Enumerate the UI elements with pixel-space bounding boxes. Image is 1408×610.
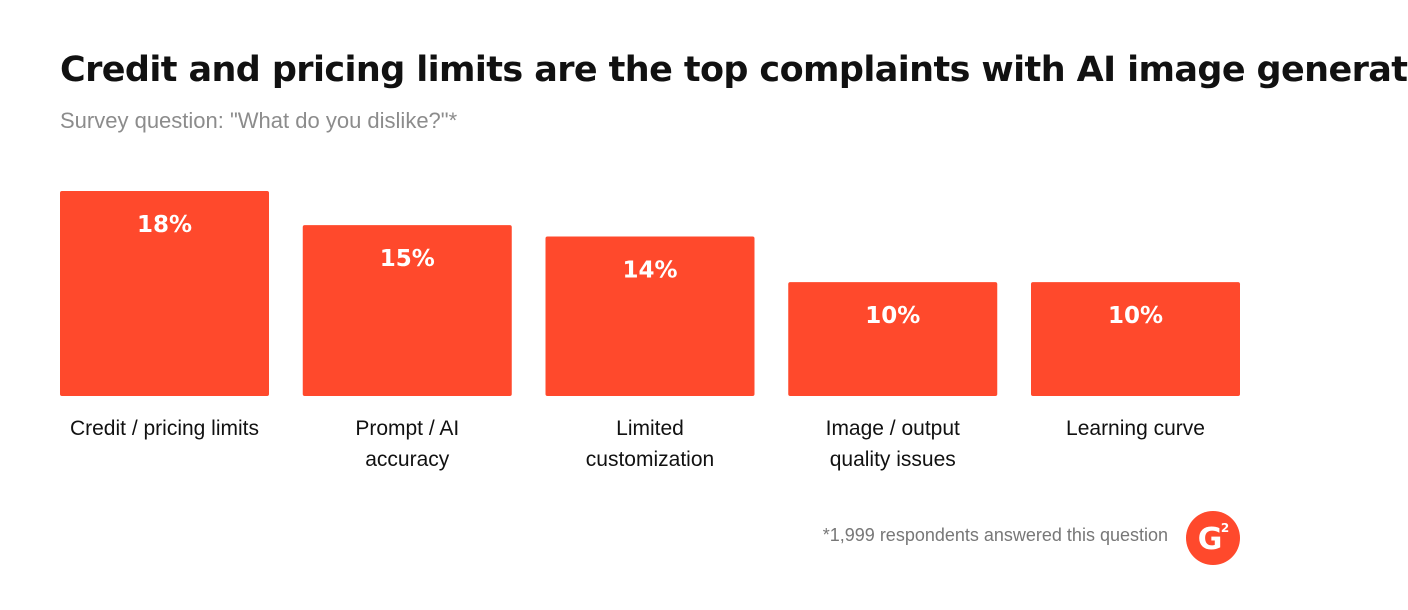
g2-logo-icon: G 2 [1186,511,1240,565]
category-label: Prompt / AI accuracy [355,417,459,471]
chart-subtitle: Survey question: "What do you dislike?"* [60,108,458,133]
bar-4 [788,282,998,396]
category-label: Credit / pricing limits [70,417,259,440]
bar-value-label: 10% [865,303,920,329]
bar-value-label: 15% [380,246,435,272]
bar-2 [302,225,512,396]
bar-value-label: 10% [1108,303,1163,329]
bar-value-label: 14% [622,258,677,284]
category-label-line: customization [586,448,714,471]
category-label-line: accuracy [365,448,450,471]
category-label: Image / output quality issues [826,417,960,471]
bar-1 [60,191,269,396]
category-label: Learning curve [1066,417,1205,440]
g2-logo-letter: G [1198,522,1223,557]
bar-3 [545,236,755,396]
bar-5 [1031,282,1240,396]
g2-logo-superscript: 2 [1221,521,1229,535]
category-label-line: Image / output [826,417,960,440]
category-label-line: quality issues [830,448,956,471]
chart-title: Credit and pricing limits are the top co… [60,50,1408,90]
category-label-line: Credit / pricing limits [70,417,259,440]
g2-logo-circle [1186,511,1240,565]
footnote: *1,999 respondents answered this questio… [822,525,1168,545]
category-label-line: Prompt / AI [355,417,459,440]
category-label-line: Limited [616,417,684,440]
bar-value-label: 18% [137,212,192,238]
category-label-line: Learning curve [1066,417,1205,440]
category-label: Limited customization [586,417,714,471]
